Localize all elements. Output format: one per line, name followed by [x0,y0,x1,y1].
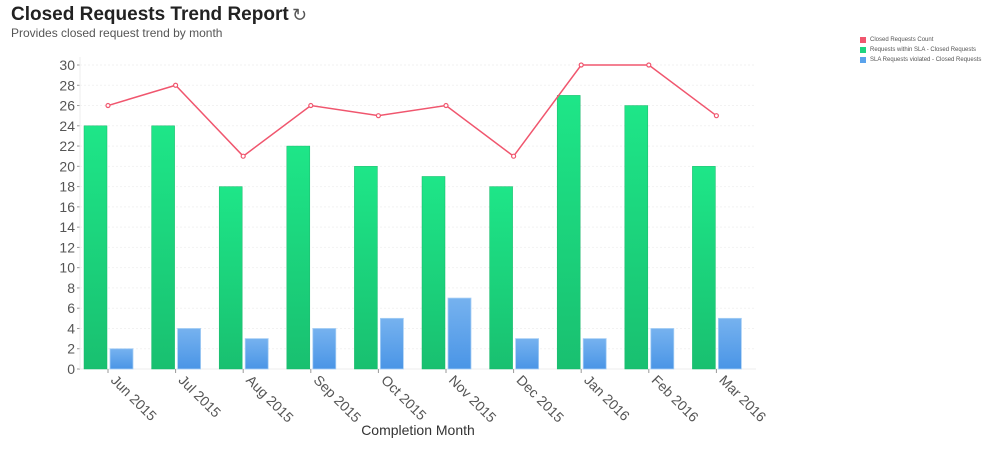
bar-sla-violated [244,338,269,370]
bar-sla-violated [177,328,202,370]
x-tick-label: Dec 2015 [513,372,567,426]
bar-within-sla [421,176,446,370]
legend: Closed Requests Count Requests within SLA… [860,35,981,65]
bar-within-sla [218,186,243,370]
legend-swatch [860,47,866,53]
y-tick-label: 4 [67,320,75,336]
y-tick-label: 12 [59,239,75,255]
bar-sla-violated [447,297,472,370]
line-point [173,82,179,88]
x-tick-label: Oct 2015 [378,372,430,424]
y-tick-label: 6 [67,300,75,316]
y-tick-label: 0 [67,361,75,377]
bar-sla-violated [515,338,539,370]
line-point [578,62,584,68]
page-subtitle: Provides closed request trend by month [11,26,223,40]
x-tick-label: Nov 2015 [446,372,500,426]
line-closed-requests [107,64,717,158]
line-point [308,102,314,109]
bar-within-sla [489,186,513,370]
bar-sla-violated [582,338,607,370]
y-tick-label: 26 [59,98,75,114]
x-tick-label: Mar 2016 [716,372,769,425]
legend-item[interactable]: Requests within SLA - Closed Requests [860,45,981,55]
bar-within-sla [151,125,175,370]
y-tick-label: 10 [59,260,75,276]
y-tick-label: 18 [59,179,75,195]
y-tick-label: 30 [59,57,75,73]
legend-label: SLA Requests violated - Closed Requests [870,57,982,63]
y-tick-label: 16 [59,199,75,215]
line-point [510,153,517,159]
x-tick-label: Jun 2015 [108,372,160,424]
bar-within-sla [624,105,649,370]
legend-item[interactable]: SLA Requests violated - Closed Requests [860,55,981,65]
bar-sla-violated [379,317,404,370]
bar-sla-violated [718,317,742,370]
y-tick-label: 8 [67,280,75,296]
bar-sla-violated [312,328,337,370]
legend-swatch [860,37,866,43]
bar-within-sla [83,125,108,370]
line-point [240,153,246,159]
bar-within-sla [354,166,378,370]
y-tick-label: 22 [59,138,75,154]
x-tick-label: Jan 2016 [581,372,633,424]
x-tick-label: Jul 2015 [175,372,224,421]
bar-within-sla [286,145,311,370]
refresh-icon[interactable]: ↻ [292,5,308,25]
line-point [375,113,381,119]
y-tick-label: 20 [59,158,75,174]
x-axis-label: Completion Month [361,422,475,438]
bar-within-sla [692,166,716,370]
line-point [105,102,111,109]
x-tick-label: Aug 2015 [243,372,297,426]
line-point [443,102,449,109]
page-title: Closed Requests Trend Report [11,4,289,25]
legend-item[interactable]: Closed Requests Count [860,35,981,45]
line-point [713,113,720,119]
x-tick-label: Sep 2015 [311,372,365,426]
bar-sla-violated [650,328,675,370]
legend-label: Closed Requests Count [870,37,934,43]
line-point [646,62,652,68]
legend-swatch [860,57,866,63]
legend-label: Requests within SLA - Closed Requests [870,47,977,53]
y-tick-label: 2 [67,341,75,357]
bar-within-sla [556,95,581,370]
x-tick-label: Feb 2016 [649,372,702,425]
bar-sla-violated [109,348,134,370]
y-tick-label: 24 [59,118,75,134]
y-tick-label: 28 [59,77,75,93]
y-tick-label: 14 [59,219,75,235]
